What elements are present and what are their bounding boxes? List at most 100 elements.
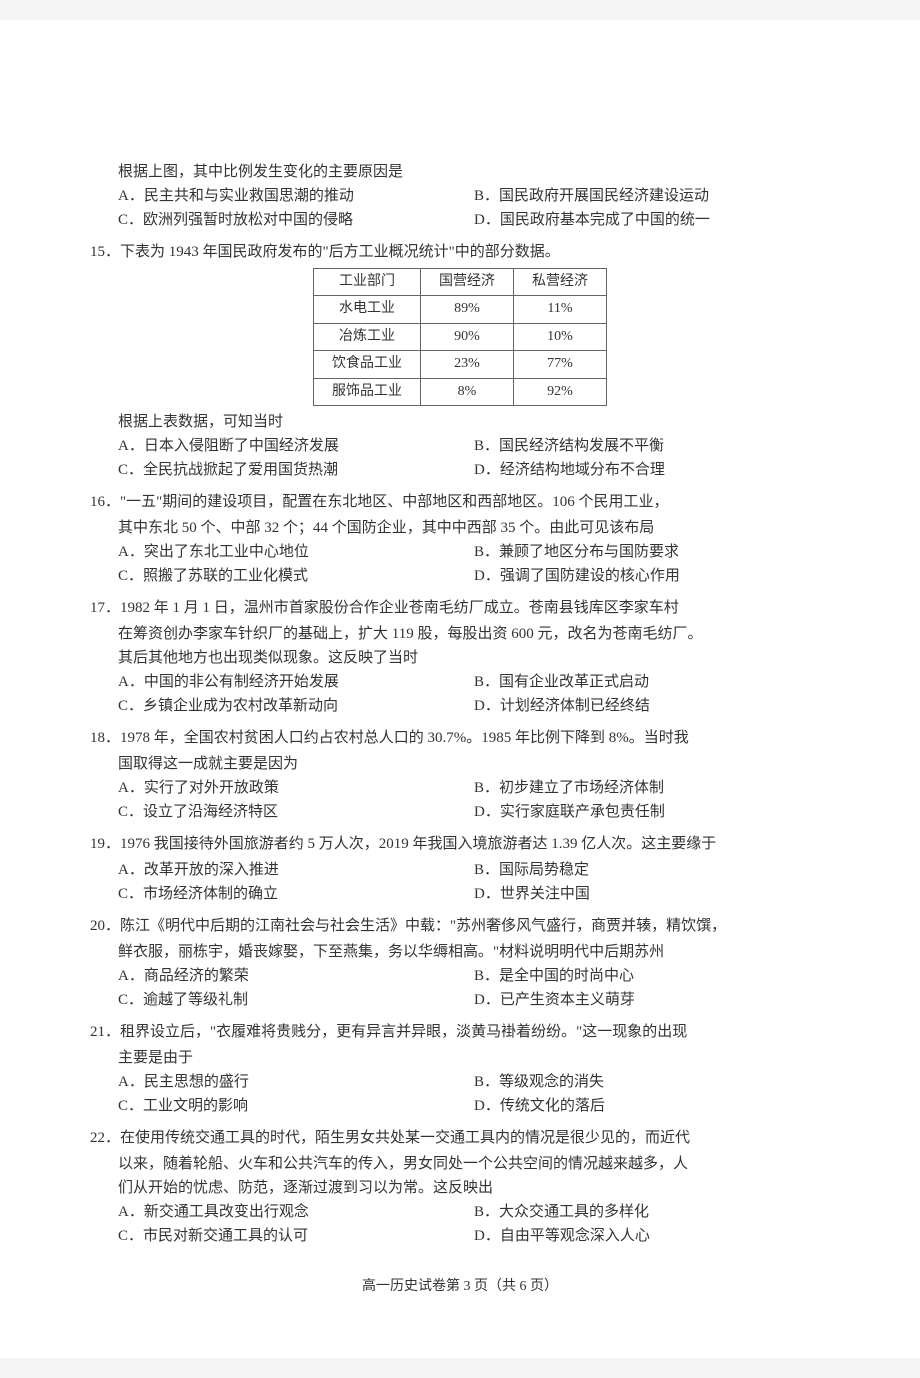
q16-options-row2: C．照搬了苏联的工业化模式 D．强调了国防建设的核心作用 <box>118 564 830 588</box>
q22-stem-line1: 22．在使用传统交通工具的时代，陌生男女共处某一交通工具内的情况是很少见的，而近… <box>90 1126 830 1150</box>
table-cell: 77% <box>514 351 607 378</box>
question-18: 18．1978 年，全国农村贫困人口约占农村总人口的 30.7%。1985 年比… <box>90 726 830 824</box>
q20-option-d: D．已产生资本主义萌芽 <box>474 988 830 1012</box>
table-cell: 11% <box>514 296 607 323</box>
q17-stem1-text: 1982 年 1 月 1 日，温州市首家股份合作企业苍南毛纺厂成立。苍南县钱库区… <box>120 600 679 616</box>
q15-option-a: A．日本入侵阻断了中国经济发展 <box>118 434 474 458</box>
q16-option-a: A．突出了东北工业中心地位 <box>118 540 474 564</box>
q18-number: 18． <box>90 726 120 750</box>
table-cell: 90% <box>421 323 514 350</box>
q21-stem2: 主要是由于 <box>118 1046 830 1070</box>
table-header: 国营经济 <box>421 269 514 296</box>
q17-number: 17． <box>90 596 120 620</box>
q21-option-c: C．工业文明的影响 <box>118 1094 474 1118</box>
q20-option-a: A．商品经济的繁荣 <box>118 964 474 988</box>
q22-options-row1: A．新交通工具改变出行观念 B．大众交通工具的多样化 <box>118 1200 830 1224</box>
q19-option-c: C．市场经济体制的确立 <box>118 882 474 906</box>
q16-option-c: C．照搬了苏联的工业化模式 <box>118 564 474 588</box>
q14-option-b: B．国民政府开展国民经济建设运动 <box>474 184 830 208</box>
q15-stem2: 根据上表数据，可知当时 <box>118 410 830 434</box>
q19-options-row1: A．改革开放的深入推进 B．国际局势稳定 <box>118 858 830 882</box>
q22-stem3: 们从开始的忧虑、防范，逐渐过渡到习以为常。这反映出 <box>118 1176 830 1200</box>
question-16: 16．"一五"期间的建设项目，配置在东北地区、中部地区和西部地区。106 个民用… <box>90 490 830 588</box>
table-row: 冶炼工业 90% 10% <box>314 323 607 350</box>
q15-stem-line1: 15．下表为 1943 年国民政府发布的"后方工业概况统计"中的部分数据。 <box>90 240 830 264</box>
question-20: 20．陈江《明代中后期的江南社会与社会生活》中载："苏州奢侈风气盛行，商贾并辏，… <box>90 914 830 1012</box>
q20-number: 20． <box>90 914 120 938</box>
q15-data-table: 工业部门 国营经济 私营经济 水电工业 89% 11% 冶炼工业 90% 10%… <box>313 268 607 406</box>
table-row: 饮食品工业 23% 77% <box>314 351 607 378</box>
q18-stem1-text: 1978 年，全国农村贫困人口约占农村总人口的 30.7%。1985 年比例下降… <box>120 730 689 746</box>
q15-options-row2: C．全民抗战掀起了爱用国货热潮 D．经济结构地域分布不合理 <box>118 458 830 482</box>
q15-option-d: D．经济结构地域分布不合理 <box>474 458 830 482</box>
q22-option-a: A．新交通工具改变出行观念 <box>118 1200 474 1224</box>
q19-stem1-text: 1976 我国接待外国旅游者约 5 万人次，2019 年我国入境旅游者达 1.3… <box>120 836 716 852</box>
q18-stem-line1: 18．1978 年，全国农村贫困人口约占农村总人口的 30.7%。1985 年比… <box>90 726 830 750</box>
q15-option-c: C．全民抗战掀起了爱用国货热潮 <box>118 458 474 482</box>
q14-option-a: A．民主共和与实业救国思潮的推动 <box>118 184 474 208</box>
table-cell: 92% <box>514 378 607 405</box>
q15-option-b: B．国民经济结构发展不平衡 <box>474 434 830 458</box>
q20-stem2: 鲜衣服，丽栋宇，婚丧嫁娶，下至燕集，务以华缛相高。"材料说明明代中后期苏州 <box>118 940 830 964</box>
q14-options-row2: C．欧洲列强暂时放松对中国的侵略 D．国民政府基本完成了中国的统一 <box>118 208 830 232</box>
q15-options-row1: A．日本入侵阻断了中国经济发展 B．国民经济结构发展不平衡 <box>118 434 830 458</box>
q17-options-row1: A．中国的非公有制经济开始发展 B．国有企业改革正式启动 <box>118 670 830 694</box>
q18-options-row2: C．设立了沿海经济特区 D．实行家庭联产承包责任制 <box>118 800 830 824</box>
exam-page: 根据上图，其中比例发生变化的主要原因是 A．民主共和与实业救国思潮的推动 B．国… <box>0 20 920 1358</box>
q18-option-d: D．实行家庭联产承包责任制 <box>474 800 830 824</box>
q21-option-d: D．传统文化的落后 <box>474 1094 830 1118</box>
q19-stem-line1: 19．1976 我国接待外国旅游者约 5 万人次，2019 年我国入境旅游者达 … <box>90 832 830 856</box>
q20-options-row2: C．逾越了等级礼制 D．已产生资本主义萌芽 <box>118 988 830 1012</box>
table-header: 私营经济 <box>514 269 607 296</box>
q17-option-a: A．中国的非公有制经济开始发展 <box>118 670 474 694</box>
q19-option-a: A．改革开放的深入推进 <box>118 858 474 882</box>
q22-option-c: C．市民对新交通工具的认可 <box>118 1224 474 1248</box>
q19-option-d: D．世界关注中国 <box>474 882 830 906</box>
question-22: 22．在使用传统交通工具的时代，陌生男女共处某一交通工具内的情况是很少见的，而近… <box>90 1126 830 1248</box>
q21-option-a: A．民主思想的盛行 <box>118 1070 474 1094</box>
q20-options-row1: A．商品经济的繁荣 B．是全中国的时尚中心 <box>118 964 830 988</box>
q22-stem1-text: 在使用传统交通工具的时代，陌生男女共处某一交通工具内的情况是很少见的，而近代 <box>120 1130 690 1146</box>
q16-options-row1: A．突出了东北工业中心地位 B．兼顾了地区分布与国防要求 <box>118 540 830 564</box>
table-header: 工业部门 <box>314 269 421 296</box>
q21-stem1-text: 租界设立后，"衣履难将贵贱分，更有异言并异眼，淡黄马褂着纷纷。"这一现象的出现 <box>120 1024 687 1040</box>
q14-option-d: D．国民政府基本完成了中国的统一 <box>474 208 830 232</box>
table-cell: 89% <box>421 296 514 323</box>
q15-stem1-text: 下表为 1943 年国民政府发布的"后方工业概况统计"中的部分数据。 <box>120 244 560 260</box>
q22-option-b: B．大众交通工具的多样化 <box>474 1200 830 1224</box>
q20-option-c: C．逾越了等级礼制 <box>118 988 474 1012</box>
table-cell: 水电工业 <box>314 296 421 323</box>
q21-options-row1: A．民主思想的盛行 B．等级观念的消失 <box>118 1070 830 1094</box>
q20-option-b: B．是全中国的时尚中心 <box>474 964 830 988</box>
q18-stem2: 国取得这一成就主要是因为 <box>118 752 830 776</box>
q17-option-c: C．乡镇企业成为农村改革新动向 <box>118 694 474 718</box>
q22-option-d: D．自由平等观念深入人心 <box>474 1224 830 1248</box>
q17-option-d: D．计划经济体制已经终结 <box>474 694 830 718</box>
q14-stem: 根据上图，其中比例发生变化的主要原因是 <box>118 160 830 184</box>
question-19: 19．1976 我国接待外国旅游者约 5 万人次，2019 年我国入境旅游者达 … <box>90 832 830 906</box>
question-14-tail: 根据上图，其中比例发生变化的主要原因是 A．民主共和与实业救国思潮的推动 B．国… <box>90 160 830 232</box>
q16-option-d: D．强调了国防建设的核心作用 <box>474 564 830 588</box>
table-cell: 10% <box>514 323 607 350</box>
q21-number: 21． <box>90 1020 120 1044</box>
q16-option-b: B．兼顾了地区分布与国防要求 <box>474 540 830 564</box>
question-17: 17．1982 年 1 月 1 日，温州市首家股份合作企业苍南毛纺厂成立。苍南县… <box>90 596 830 718</box>
page-footer: 高一历史试卷第 3 页（共 6 页） <box>90 1276 830 1298</box>
q16-number: 16． <box>90 490 120 514</box>
table-header-row: 工业部门 国营经济 私营经济 <box>314 269 607 296</box>
q22-stem2: 以来，随着轮船、火车和公共汽车的传入，男女同处一个公共空间的情况越来越多，人 <box>118 1152 830 1176</box>
q22-options-row2: C．市民对新交通工具的认可 D．自由平等观念深入人心 <box>118 1224 830 1248</box>
q18-option-a: A．实行了对外开放政策 <box>118 776 474 800</box>
q21-options-row2: C．工业文明的影响 D．传统文化的落后 <box>118 1094 830 1118</box>
q19-number: 19． <box>90 832 120 856</box>
table-cell: 8% <box>421 378 514 405</box>
table-cell: 饮食品工业 <box>314 351 421 378</box>
q14-options-row1: A．民主共和与实业救国思潮的推动 B．国民政府开展国民经济建设运动 <box>118 184 830 208</box>
table-row: 服饰品工业 8% 92% <box>314 378 607 405</box>
table-cell: 冶炼工业 <box>314 323 421 350</box>
q17-stem3: 其后其他地方也出现类似现象。这反映了当时 <box>118 646 830 670</box>
q16-stem-line1: 16．"一五"期间的建设项目，配置在东北地区、中部地区和西部地区。106 个民用… <box>90 490 830 514</box>
q17-option-b: B．国有企业改革正式启动 <box>474 670 830 694</box>
q15-number: 15． <box>90 240 120 264</box>
q22-number: 22． <box>90 1126 120 1150</box>
